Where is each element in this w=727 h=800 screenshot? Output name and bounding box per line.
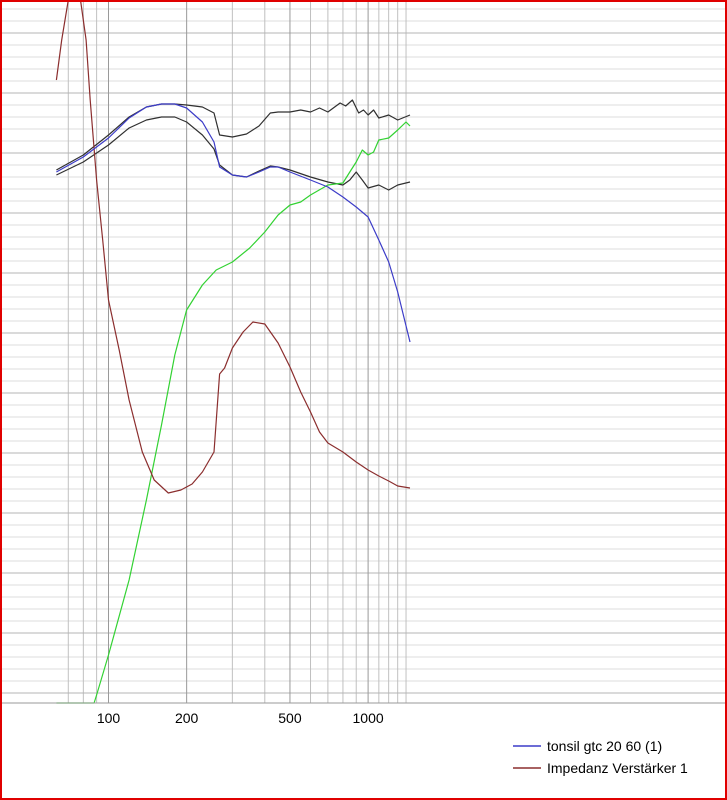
- x-tick-label: 200: [175, 710, 199, 726]
- series-line-4: [56, 116, 411, 191]
- series-line-impedanz-verst-rker-1: [55, 0, 411, 494]
- legend-label: Impedanz Verstärker 1: [547, 760, 688, 776]
- series-layer: [55, 0, 411, 704]
- legend-label: tonsil gtc 20 60 (1): [547, 738, 662, 754]
- x-tick-label: 100: [97, 710, 121, 726]
- series-line-tonsil-gtc-20-60-1: [56, 103, 411, 343]
- x-tick-label: 500: [278, 710, 302, 726]
- x-tick-label: 1000: [353, 710, 384, 726]
- x-tick-labels: 100 200 500 1000: [97, 710, 384, 726]
- series-line-2: [56, 121, 411, 704]
- legend: tonsil gtc 20 60 (1) Impedanz Verstärker …: [513, 738, 688, 776]
